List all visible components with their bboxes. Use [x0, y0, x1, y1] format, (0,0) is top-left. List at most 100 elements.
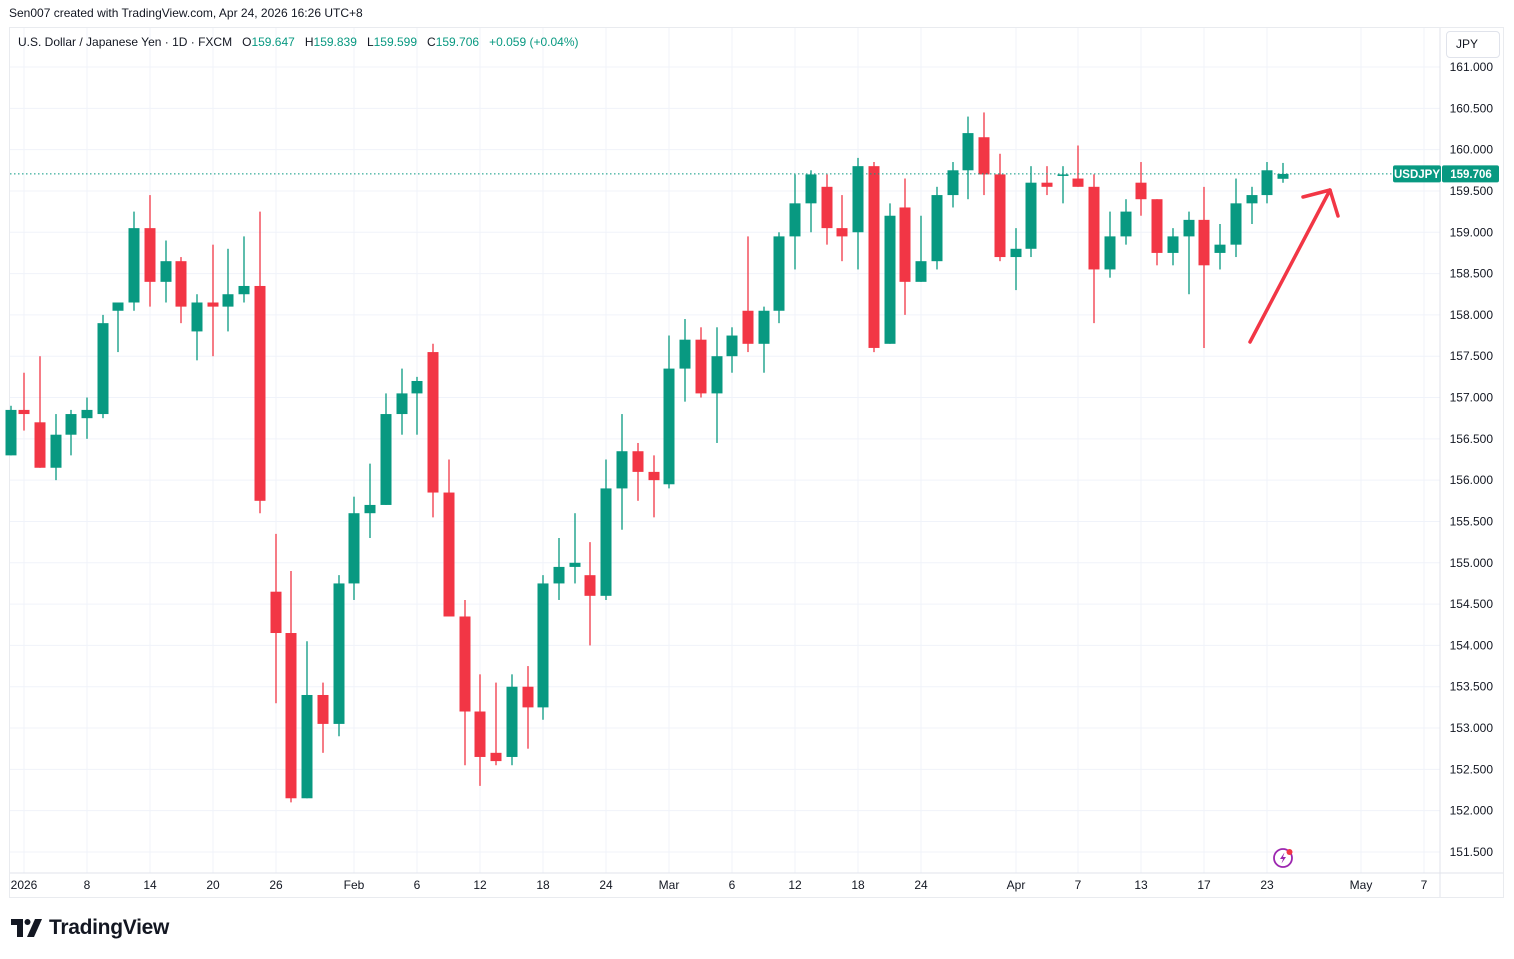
candle	[333, 575, 345, 737]
candles	[5, 112, 1289, 803]
candle	[97, 314, 109, 419]
candle	[663, 335, 675, 489]
candle	[301, 641, 313, 799]
candle	[1151, 199, 1163, 266]
candle	[285, 571, 297, 803]
high-label: H	[304, 35, 314, 49]
price-tick-label: 160.500	[1450, 101, 1494, 115]
candle	[1072, 145, 1084, 187]
candle	[1167, 228, 1179, 266]
time-tick-label: 26	[269, 878, 283, 892]
candle	[600, 459, 612, 600]
price-tick-label: 154.500	[1450, 597, 1494, 611]
candle	[1025, 166, 1037, 258]
tradingview-logo-icon	[11, 919, 42, 937]
candle	[1135, 162, 1147, 216]
open-value: 159.647	[251, 35, 295, 49]
time-tick-label: 18	[851, 878, 865, 892]
candle	[553, 537, 565, 600]
candle	[1088, 174, 1100, 324]
candle	[821, 174, 833, 245]
candle	[238, 236, 250, 303]
time-tick-label: 18	[536, 878, 550, 892]
price-tick-label: 160.000	[1450, 143, 1494, 157]
candle	[380, 393, 392, 505]
candle	[915, 215, 927, 282]
candle	[1010, 228, 1022, 291]
candle	[207, 244, 219, 357]
time-tick-label: Feb	[344, 878, 365, 892]
price-tick-label: 158.500	[1450, 267, 1494, 281]
candle	[679, 319, 691, 402]
candle	[711, 327, 723, 443]
time-tick-label: 14	[143, 878, 157, 892]
candle	[1277, 162, 1289, 183]
grid-lines	[10, 28, 1503, 897]
time-tick-label: 23	[1260, 878, 1274, 892]
price-tick-label: 152.000	[1450, 804, 1494, 818]
candle	[5, 405, 17, 456]
price-tick-label: 159.000	[1450, 225, 1494, 239]
candle	[726, 327, 738, 373]
time-tick-label: 2026	[11, 878, 38, 892]
candle	[1198, 186, 1210, 348]
chart-frame	[9, 27, 1504, 898]
candle	[648, 455, 660, 518]
time-tick-label: 24	[599, 878, 613, 892]
candle	[947, 162, 959, 208]
candle	[1214, 223, 1226, 270]
low-label: L	[366, 35, 374, 49]
candle	[569, 513, 581, 584]
candle	[459, 599, 471, 766]
price-tick-label: 155.500	[1450, 514, 1494, 528]
time-tick-label: 8	[84, 878, 91, 892]
time-tick-label: 20	[206, 878, 220, 892]
time-tick-label: 17	[1197, 878, 1211, 892]
candle	[222, 248, 234, 332]
candle	[805, 170, 817, 233]
time-tick-label: Apr	[1007, 878, 1026, 892]
candle	[773, 232, 785, 324]
price-tick-label: 153.500	[1450, 680, 1494, 694]
candle	[1246, 186, 1258, 224]
candle	[443, 459, 455, 617]
drawing-arrow[interactable]	[1248, 188, 1340, 344]
candle	[506, 674, 518, 766]
candle	[1261, 162, 1273, 204]
candle	[994, 153, 1006, 262]
change-value: +0.059 (+0.04%)	[489, 35, 579, 49]
time-tick-label: Mar	[659, 878, 680, 892]
candle	[758, 306, 770, 373]
price-tick-label: 154.000	[1450, 638, 1494, 652]
brand-name: TradingView	[49, 916, 170, 939]
candle	[522, 666, 534, 749]
candle	[411, 376, 423, 435]
candle	[1041, 166, 1053, 196]
time-tick-label: 24	[914, 878, 928, 892]
time-axis[interactable]: 2026 8 14 20 26 Feb 6 12 18 24 Mar 6 12 18 24 Apr 7 13 17 2…	[11, 878, 1428, 892]
candle	[160, 240, 172, 303]
candle	[884, 203, 896, 344]
time-tick-label: May	[1350, 878, 1373, 892]
price-axis[interactable]: 161.000 160.500 160.000 159.500 159.000 158.5…	[1450, 60, 1494, 859]
candle	[852, 157, 864, 270]
time-tick-label: 7	[1075, 878, 1082, 892]
tradingview-logo[interactable]: TradingView	[11, 916, 169, 940]
candle	[128, 211, 140, 311]
currency-button[interactable]: JPY	[1446, 31, 1500, 58]
candle	[584, 542, 596, 646]
candle	[1104, 211, 1116, 278]
candle	[1230, 178, 1242, 258]
candle	[931, 186, 943, 270]
last-price-label: 159.706	[1450, 169, 1492, 181]
candle	[695, 327, 707, 398]
news-flash-icon[interactable]	[1273, 848, 1293, 868]
candle	[112, 302, 124, 353]
time-tick-label: 6	[414, 878, 421, 892]
candle	[364, 463, 376, 538]
price-tick-label: 152.500	[1450, 762, 1494, 776]
symbol-description: U.S. Dollar / Japanese Yen · 1D · FXCM	[18, 35, 233, 49]
candle	[868, 162, 880, 353]
candle	[742, 236, 754, 353]
